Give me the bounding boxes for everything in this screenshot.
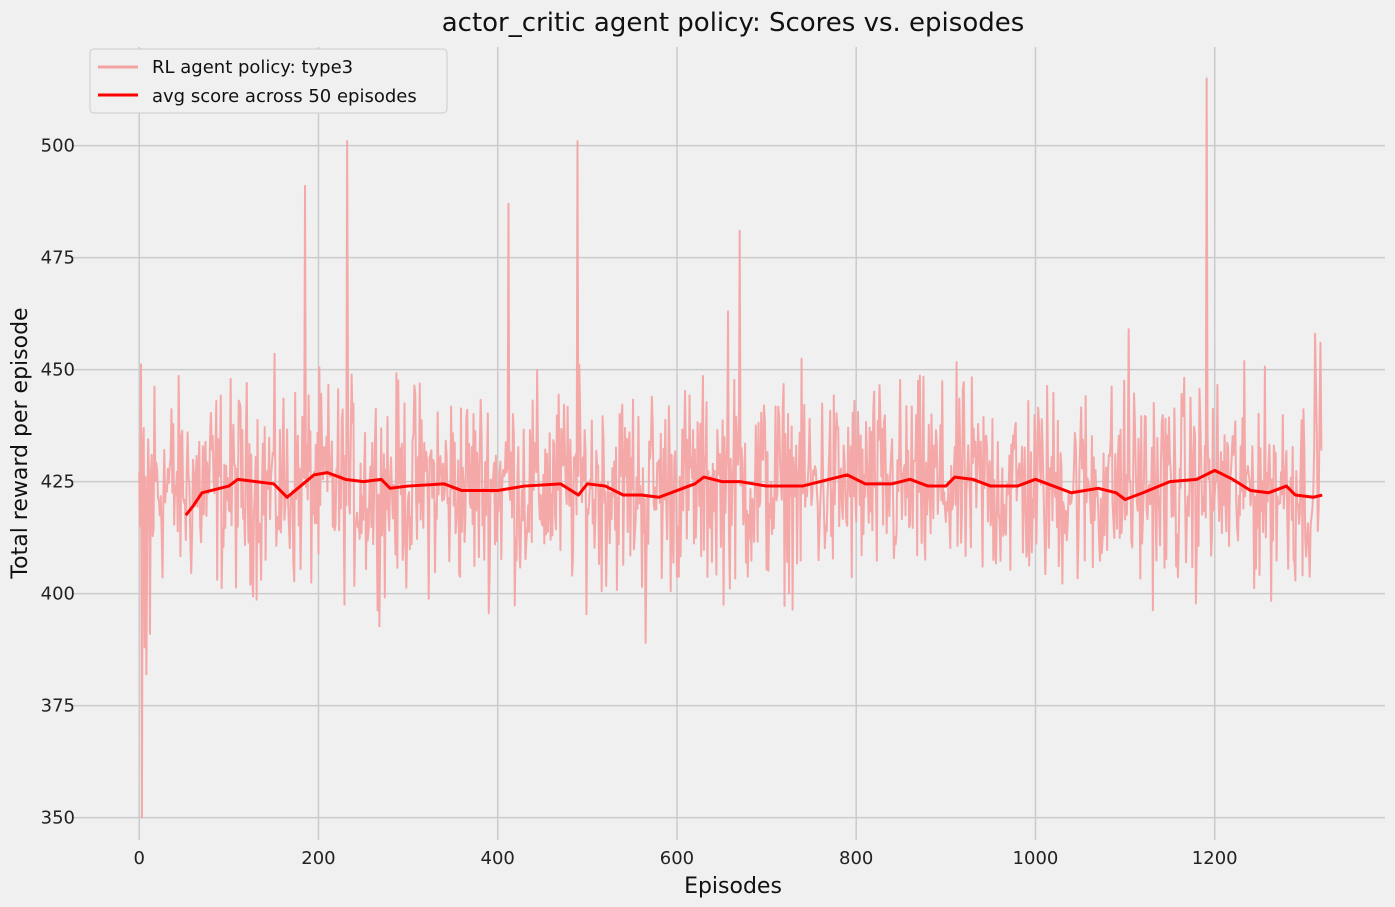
y-tick-label: 450 <box>41 360 75 381</box>
y-tick-label: 350 <box>41 808 75 829</box>
y-tick-label: 425 <box>41 472 75 493</box>
legend-label-moving-average: avg score across 50 episodes <box>152 86 417 107</box>
legend: RL agent policy: type3 avg score across … <box>89 48 448 114</box>
y-tick-label: 375 <box>41 696 75 717</box>
x-tick-label: 0 <box>133 848 144 869</box>
x-tick-label: 200 <box>301 848 335 869</box>
y-tick-label: 400 <box>41 584 75 605</box>
legend-label-raw-scores: RL agent policy: type3 <box>152 57 353 78</box>
x-axis-title: Episodes <box>684 874 782 899</box>
series-moving-average-line <box>184 468 1323 517</box>
series-layer <box>138 77 1323 819</box>
x-tick-label: 600 <box>660 848 694 869</box>
chart-title: actor_critic agent policy: Scores vs. ep… <box>442 8 1025 38</box>
y-axis-title: Total reward per episode <box>8 307 33 579</box>
y-tick-label: 500 <box>41 136 75 157</box>
legend-box <box>89 48 448 114</box>
series-raw-scores-line <box>138 77 1323 819</box>
x-tick-label: 400 <box>481 848 515 869</box>
y-tick-label: 475 <box>41 248 75 269</box>
x-tick-label: 800 <box>839 848 873 869</box>
x-tick-label: 1200 <box>1192 848 1238 869</box>
x-tick-label: 1000 <box>1013 848 1059 869</box>
tick-labels: 0 200 400 600 800 1000 1200 350 375 400 425 450 475 5… <box>41 136 1238 869</box>
